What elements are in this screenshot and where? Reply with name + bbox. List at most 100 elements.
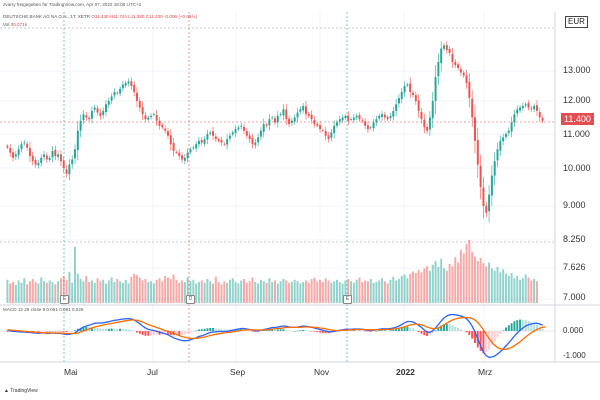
- volume-bar: [105, 283, 107, 303]
- candle-body: [293, 117, 296, 122]
- tradingview-logo[interactable]: ▲ TradingView: [4, 388, 38, 394]
- macd-hist-bar: [496, 331, 499, 338]
- macd-hist-bar: [358, 330, 361, 331]
- macd-hist-bar: [169, 331, 172, 335]
- macd-hist-bar: [110, 328, 113, 331]
- candle-body: [48, 157, 51, 160]
- volume-bar: [496, 267, 499, 303]
- volume-bar: [141, 280, 144, 303]
- volume-bar: [392, 276, 395, 303]
- macd-hist-bar: [290, 331, 293, 332]
- macd-hist-bar: [451, 325, 454, 331]
- macd-hist-bar: [471, 331, 474, 339]
- volume-bar: [524, 274, 527, 303]
- volume-bar: [45, 282, 48, 303]
- volume-bar: [443, 268, 445, 303]
- candle-body: [31, 155, 34, 162]
- macd-hist-bar: [502, 330, 505, 331]
- macd-hist-bar: [437, 327, 440, 331]
- candle-body: [243, 126, 246, 131]
- macd-hist-bar: [189, 331, 192, 333]
- volume-bar: [338, 282, 341, 303]
- volume-bar: [164, 276, 167, 303]
- macd-hist-bar: [313, 331, 316, 332]
- volume-bar: [341, 283, 344, 303]
- macd-hist-bar: [152, 331, 155, 335]
- volume-bar: [350, 281, 353, 303]
- macd-hist-bar: [386, 330, 389, 331]
- volume-bar: [183, 282, 186, 303]
- currency-selector[interactable]: EUR: [565, 16, 588, 28]
- volume-bar: [240, 280, 243, 303]
- volume-bar: [43, 281, 46, 303]
- macd-hist-bar: [51, 331, 54, 332]
- volume-bar: [428, 270, 431, 303]
- candle-body: [358, 115, 361, 120]
- dividend-marker[interactable]: D: [186, 295, 195, 304]
- candle-body: [107, 101, 110, 105]
- candle-body: [181, 155, 184, 160]
- candle-body: [99, 112, 102, 116]
- candle-body: [451, 53, 454, 62]
- macd-hist-bar: [431, 331, 434, 333]
- macd-hist-bar: [316, 331, 319, 333]
- volume-bar: [9, 283, 12, 303]
- candle-body: [440, 48, 443, 64]
- macd-hist-bar: [107, 328, 110, 331]
- macd-hist-bar: [45, 331, 48, 332]
- macd-hist-bar: [400, 328, 403, 331]
- macd-hist-bar: [76, 328, 79, 331]
- volume-bar: [65, 279, 68, 303]
- candle-body: [105, 104, 107, 113]
- macd-hist-bar: [164, 331, 167, 335]
- candle-body: [519, 107, 522, 111]
- macd-hist-bar: [133, 331, 136, 332]
- candle-body: [59, 154, 62, 162]
- volume-bar: [293, 279, 296, 303]
- candle-body: [175, 151, 178, 153]
- time-tick: Jul: [147, 367, 158, 377]
- earnings-marker[interactable]: E: [343, 295, 352, 304]
- candle-body: [372, 122, 375, 129]
- volume-bar: [214, 276, 217, 303]
- volume-bar: [155, 279, 158, 303]
- candle-body: [259, 130, 262, 137]
- macd-hist-bar: [375, 331, 378, 332]
- macd-values: 0.051 0.081 0.026: [46, 307, 84, 312]
- volume-bar: [333, 281, 336, 303]
- macd-hist-bar: [40, 331, 43, 332]
- volume-bar: [23, 278, 26, 303]
- volume-bar: [79, 279, 82, 303]
- volume-bar: [437, 267, 440, 303]
- candle-body: [434, 77, 437, 101]
- macd-hist-bar: [457, 328, 460, 331]
- candle-body: [310, 114, 313, 120]
- earnings-marker[interactable]: E: [60, 295, 69, 304]
- volume-bar: [248, 281, 251, 303]
- macd-hist-bar: [302, 330, 305, 331]
- macd-hist-bar: [527, 321, 530, 331]
- volume-bar: [34, 282, 37, 303]
- macd-hist-bar: [212, 328, 215, 331]
- candle-body: [468, 81, 471, 98]
- volume-bar: [74, 246, 76, 303]
- candle-body: [420, 112, 423, 120]
- volume-bar: [299, 283, 302, 303]
- macd-hist-bar: [200, 329, 203, 331]
- macd-hist-bar: [186, 331, 189, 334]
- macd-hist-bar: [59, 331, 62, 332]
- macd-hist-bar: [516, 320, 519, 331]
- macd-hist-bar: [65, 331, 68, 332]
- candle-body: [245, 131, 248, 136]
- volume-bar: [282, 279, 285, 303]
- volume-bar: [530, 280, 533, 303]
- candle-body: [364, 121, 367, 126]
- volume-bar: [327, 280, 330, 303]
- candle-body: [488, 194, 491, 212]
- macd-hist-bar: [521, 319, 524, 331]
- volume-bar: [189, 281, 192, 303]
- macd-hist-bar: [141, 331, 144, 335]
- macd-hist-bar: [245, 330, 248, 331]
- volume-bar: [378, 280, 381, 303]
